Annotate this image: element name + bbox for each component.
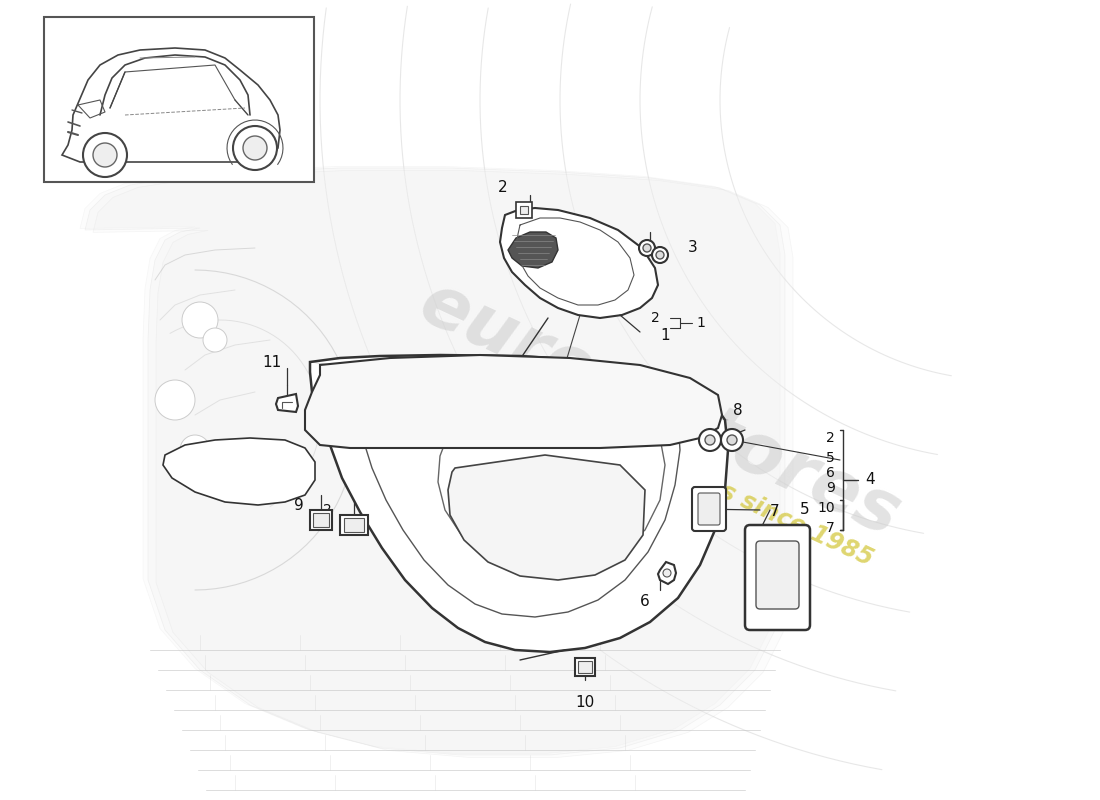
Circle shape — [698, 429, 720, 451]
Bar — [516, 202, 532, 218]
Circle shape — [243, 136, 267, 160]
Text: 2: 2 — [323, 503, 332, 517]
Bar — [520, 206, 528, 214]
Text: your motor parts since 1985: your motor parts since 1985 — [524, 390, 877, 570]
Polygon shape — [94, 170, 793, 758]
Text: 5: 5 — [826, 451, 835, 465]
Text: 2: 2 — [651, 311, 660, 325]
Polygon shape — [276, 394, 298, 412]
Circle shape — [639, 240, 654, 256]
Text: 10: 10 — [817, 501, 835, 515]
Circle shape — [656, 251, 664, 259]
Text: 2: 2 — [498, 180, 508, 195]
Circle shape — [663, 569, 671, 577]
Circle shape — [182, 302, 218, 338]
Text: 5: 5 — [800, 502, 810, 518]
Polygon shape — [508, 232, 558, 268]
Circle shape — [644, 244, 651, 252]
Polygon shape — [500, 208, 658, 318]
Polygon shape — [448, 455, 645, 580]
Text: 10: 10 — [575, 695, 595, 710]
Text: 6: 6 — [826, 466, 835, 480]
FancyBboxPatch shape — [698, 493, 720, 525]
Circle shape — [720, 429, 742, 451]
Text: 3: 3 — [688, 241, 697, 255]
Text: 1: 1 — [696, 316, 705, 330]
Circle shape — [233, 126, 277, 170]
Polygon shape — [163, 438, 315, 505]
Circle shape — [204, 328, 227, 352]
Polygon shape — [310, 355, 728, 652]
Text: 11: 11 — [263, 355, 282, 370]
Text: 9: 9 — [826, 481, 835, 495]
FancyBboxPatch shape — [745, 525, 810, 630]
Text: 1: 1 — [660, 327, 670, 342]
Polygon shape — [658, 562, 676, 584]
Circle shape — [94, 143, 117, 167]
Bar — [314, 513, 329, 527]
Circle shape — [180, 435, 210, 465]
Circle shape — [82, 133, 126, 177]
Circle shape — [652, 247, 668, 263]
Circle shape — [705, 435, 715, 445]
Text: 9: 9 — [295, 498, 304, 513]
Polygon shape — [305, 355, 722, 448]
Text: 7: 7 — [826, 521, 835, 535]
FancyBboxPatch shape — [756, 541, 799, 609]
Circle shape — [155, 380, 195, 420]
Bar — [578, 661, 592, 673]
Text: 6: 6 — [640, 594, 650, 609]
FancyBboxPatch shape — [692, 487, 726, 531]
Bar — [575, 658, 595, 676]
Bar — [340, 515, 368, 535]
Polygon shape — [80, 166, 780, 754]
Bar — [310, 510, 332, 530]
Text: 2: 2 — [826, 431, 835, 445]
Circle shape — [727, 435, 737, 445]
Text: euromotores: euromotores — [409, 268, 911, 552]
Bar — [44, 17, 313, 182]
Text: 8: 8 — [734, 403, 742, 418]
Bar — [344, 518, 364, 532]
Text: 4: 4 — [865, 473, 874, 487]
Text: 7: 7 — [770, 505, 780, 519]
Polygon shape — [62, 48, 280, 162]
Polygon shape — [85, 168, 785, 755]
